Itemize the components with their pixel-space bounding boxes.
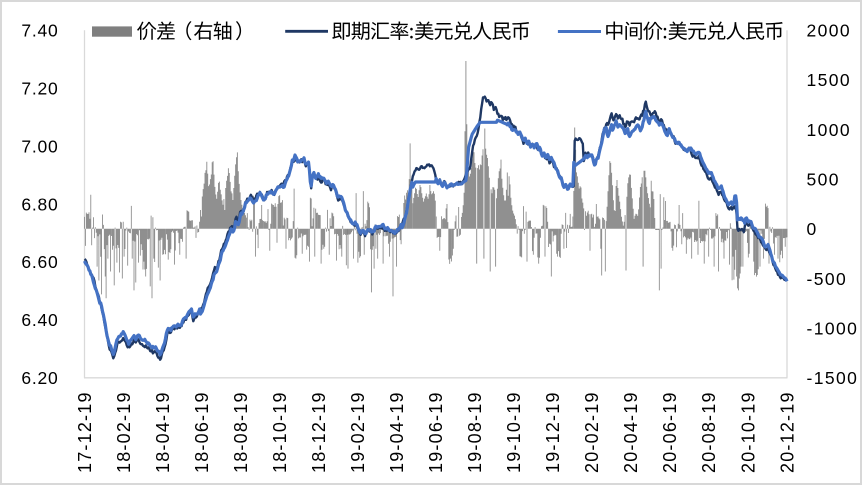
svg-text:6.60: 6.60 (21, 252, 58, 272)
svg-text:20-04-19: 20-04-19 (621, 391, 641, 473)
svg-text:500: 500 (807, 170, 840, 190)
svg-text:-1500: -1500 (807, 368, 859, 388)
svg-text:19-10-19: 19-10-19 (504, 391, 524, 473)
svg-text:19-08-19: 19-08-19 (465, 391, 485, 473)
svg-text:20-08-19: 20-08-19 (699, 391, 719, 473)
svg-text:18-06-19: 18-06-19 (192, 391, 212, 473)
svg-text:20-02-19: 20-02-19 (582, 391, 602, 473)
svg-text:20-06-19: 20-06-19 (660, 391, 680, 473)
svg-text:19-06-19: 19-06-19 (426, 391, 446, 473)
svg-text:6.20: 6.20 (21, 368, 58, 388)
svg-text:18-10-19: 18-10-19 (270, 391, 290, 473)
svg-text:20-12-19: 20-12-19 (777, 391, 797, 473)
svg-text:19-02-19: 19-02-19 (348, 391, 368, 473)
svg-text:1500: 1500 (807, 70, 852, 90)
svg-text:19-12-19: 19-12-19 (543, 391, 563, 473)
svg-text:7.00: 7.00 (21, 136, 58, 156)
svg-text:18-04-19: 18-04-19 (153, 391, 173, 473)
svg-text:2000: 2000 (807, 21, 852, 41)
svg-text:1000: 1000 (807, 120, 852, 140)
svg-text:18-08-19: 18-08-19 (231, 391, 251, 473)
svg-text:6.80: 6.80 (21, 194, 58, 214)
svg-text:18-02-19: 18-02-19 (114, 391, 134, 473)
svg-text:7.40: 7.40 (21, 21, 58, 41)
svg-text:-500: -500 (807, 269, 848, 289)
svg-text:7.20: 7.20 (21, 78, 58, 98)
svg-text:6.40: 6.40 (21, 310, 58, 330)
svg-text:0: 0 (807, 219, 818, 239)
svg-text:18-12-19: 18-12-19 (309, 391, 329, 473)
svg-text:19-04-19: 19-04-19 (387, 391, 407, 473)
svg-text:17-12-19: 17-12-19 (75, 391, 95, 473)
svg-text:-1000: -1000 (807, 318, 859, 338)
svg-text:20-10-19: 20-10-19 (738, 391, 758, 473)
